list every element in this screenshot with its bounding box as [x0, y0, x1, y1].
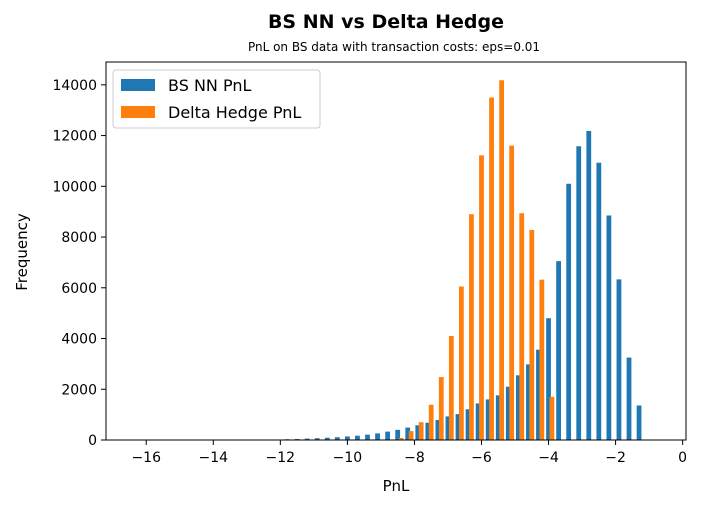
bar-bs-nn-44: [566, 183, 572, 440]
legend-label-bs-nn: BS NN PnL: [168, 76, 251, 95]
bar-bs-nn-23: [355, 435, 360, 440]
bar-bs-nn-46: [586, 131, 592, 440]
bar-bs-nn-26: [385, 431, 391, 440]
bar-bs-nn-34: [465, 409, 471, 440]
chart-subtitle: PnL on BS data with transaction costs: e…: [248, 40, 540, 54]
x-axis-label: PnL: [383, 477, 410, 495]
bar-bs-nn-43: [556, 261, 561, 440]
y-tick-label: 8000: [61, 230, 97, 246]
bar-bs-nn-35: [475, 403, 481, 440]
x-tick-label: −12: [266, 450, 296, 466]
bar-delta-hedge-12: [519, 213, 525, 440]
y-axis-label: Frequency: [13, 213, 31, 291]
bar-delta-hedge-2: [418, 422, 424, 440]
x-tick-label: −4: [538, 450, 559, 466]
bar-delta-hedge-7: [469, 214, 474, 440]
y-tick-label: 0: [88, 433, 97, 449]
bar-bs-nn-20: [324, 437, 330, 440]
bar-bs-nn-29: [415, 425, 421, 440]
legend-swatch-delta-hedge: [121, 106, 155, 118]
bar-bs-nn-27: [395, 429, 401, 440]
legend: BS NN PnL Delta Hedge PnL: [112, 69, 321, 129]
bar-bs-nn-40: [526, 364, 531, 440]
y-tick-label: 2000: [61, 382, 97, 398]
bar-bs-nn-33: [455, 414, 461, 440]
y-tick-label: 10000: [52, 179, 97, 195]
bar-delta-hedge-3: [428, 404, 434, 440]
bar-bs-nn-42: [546, 318, 551, 440]
y-tick-label: 12000: [52, 129, 97, 145]
plot-frame: [105, 61, 687, 441]
x-tick-label: −14: [199, 450, 229, 466]
bar-bs-nn-36: [485, 399, 491, 440]
bar-bs-nn-25: [375, 433, 380, 440]
x-tick-label: 0: [678, 450, 687, 466]
bar-delta-hedge-8: [479, 155, 484, 441]
bar-delta-hedge-11: [509, 145, 515, 440]
bar-bs-nn-38: [505, 386, 511, 440]
bar-bs-nn-41: [536, 349, 541, 440]
x-tick-label: −10: [333, 450, 363, 466]
bar-bs-nn-18: [304, 438, 310, 440]
bar-bs-nn-17: [294, 438, 300, 440]
bar-bs-nn-45: [576, 146, 582, 441]
bar-delta-hedge-1: [408, 431, 414, 440]
bar-bs-nn-32: [445, 416, 451, 440]
x-tick-label: −8: [404, 450, 425, 466]
bar-delta-hedge-9: [489, 97, 494, 441]
chart-title: BS NN vs Delta Hedge: [268, 11, 504, 33]
x-tick-label: −16: [131, 450, 161, 466]
x-axis: −16 −14 −12 −10 −8 −6 −4 −2 0: [131, 440, 687, 466]
y-tick-label: 6000: [61, 281, 97, 297]
bar-bs-nn-21: [334, 437, 340, 440]
bar-bs-nn-22: [345, 436, 350, 440]
bar-bs-nn-47: [596, 162, 602, 440]
bar-bs-nn-51: [636, 405, 642, 440]
bar-bs-nn-31: [435, 419, 441, 440]
bar-bs-nn-28: [405, 427, 411, 440]
y-tick-label: 14000: [52, 78, 97, 94]
legend-swatch-bs-nn: [121, 79, 155, 91]
legend-box: [112, 69, 321, 129]
bar-bs-nn-19: [314, 438, 320, 440]
bar-delta-hedge-5: [448, 335, 454, 440]
bar-bs-nn-37: [495, 395, 501, 440]
bar-bs-nn-50: [626, 357, 632, 440]
bar-bs-nn-30: [425, 422, 431, 440]
bar-delta-hedge-0: [398, 437, 404, 440]
bar-delta-hedge-6: [458, 286, 464, 440]
bar-delta-hedge-13: [529, 229, 535, 440]
bar-delta-hedge-14: [539, 279, 545, 440]
bar-delta-hedge-4: [438, 377, 444, 440]
x-tick-label: −2: [605, 450, 626, 466]
bar-bs-nn-49: [616, 279, 622, 440]
bars-group: [123, 80, 642, 441]
bar-bs-nn-48: [606, 215, 612, 440]
y-tick-label: 4000: [61, 332, 97, 348]
bar-bs-nn-24: [365, 434, 370, 440]
y-axis: 0 2000 4000 6000 8000 10000 12000 14000: [52, 78, 106, 449]
x-tick-label: −6: [471, 450, 492, 466]
bar-bs-nn-39: [515, 375, 521, 440]
bar-delta-hedge-10: [499, 80, 504, 441]
legend-label-delta-hedge: Delta Hedge PnL: [168, 103, 301, 122]
bar-delta-hedge-15: [549, 396, 555, 440]
